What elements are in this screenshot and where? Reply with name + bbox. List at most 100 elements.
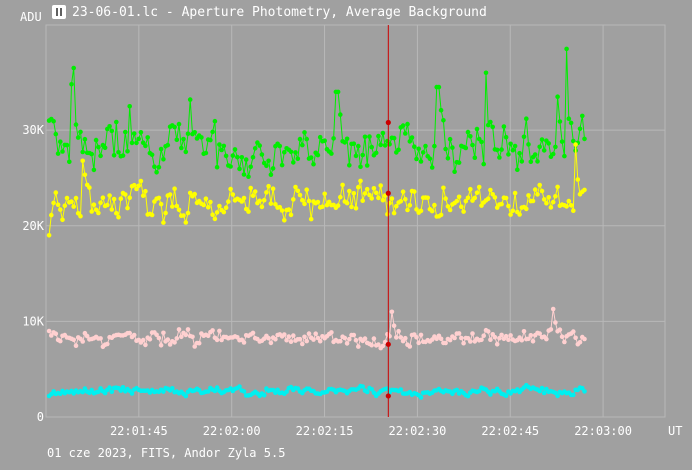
data-point <box>266 158 271 164</box>
data-point <box>479 337 484 343</box>
data-point <box>497 155 502 160</box>
time-cursor[interactable] <box>385 25 391 417</box>
data-point <box>239 155 245 160</box>
data-point <box>118 196 124 201</box>
data-point <box>226 199 231 204</box>
data-point <box>425 195 431 201</box>
data-point <box>403 196 408 202</box>
data-point <box>268 201 274 206</box>
series-1 <box>46 142 587 238</box>
data-point <box>499 332 504 338</box>
data-point <box>156 195 162 201</box>
data-point <box>412 189 417 194</box>
data-point <box>158 201 164 207</box>
data-point <box>432 143 437 149</box>
data-point <box>568 120 574 126</box>
data-point <box>172 186 177 191</box>
data-point <box>479 139 484 145</box>
data-point <box>102 145 108 151</box>
data-point <box>463 145 469 151</box>
data-point <box>389 196 395 201</box>
data-point <box>156 164 162 170</box>
data-point <box>566 116 572 121</box>
data-point <box>111 153 117 158</box>
data-point <box>553 194 558 199</box>
data-point <box>46 328 52 334</box>
data-point <box>302 201 307 207</box>
data-point <box>140 337 146 343</box>
y-tick-label: 30K <box>22 123 44 137</box>
data-point <box>131 332 137 338</box>
data-point <box>364 186 370 192</box>
data-point <box>100 195 106 200</box>
data-point <box>429 208 435 214</box>
data-point <box>582 187 587 193</box>
data-point <box>71 337 76 343</box>
data-point <box>127 330 132 336</box>
data-point <box>300 142 305 148</box>
data-point <box>228 186 233 192</box>
data-point <box>369 387 375 392</box>
data-point <box>488 119 493 125</box>
data-point <box>380 130 386 136</box>
data-point <box>414 156 419 162</box>
data-point <box>134 140 139 146</box>
data-point <box>398 387 404 392</box>
data-point <box>192 191 197 197</box>
data-point <box>503 393 509 399</box>
data-point <box>541 197 547 202</box>
data-point <box>528 159 534 165</box>
data-point <box>414 207 419 212</box>
data-point <box>503 333 509 339</box>
data-point <box>577 126 583 132</box>
data-point <box>170 386 175 391</box>
data-point <box>239 199 245 204</box>
data-point <box>286 334 292 339</box>
data-point <box>174 203 180 209</box>
data-point <box>512 143 518 149</box>
data-point <box>293 184 298 190</box>
cursor-marker <box>385 341 391 347</box>
data-point <box>358 178 363 184</box>
data-point <box>519 159 525 164</box>
data-point <box>308 216 314 222</box>
data-point <box>187 97 193 102</box>
data-point <box>483 70 489 76</box>
data-point <box>468 339 473 344</box>
data-point <box>470 331 475 336</box>
data-point <box>217 328 222 334</box>
data-point <box>192 130 197 135</box>
data-point <box>369 196 375 201</box>
data-point <box>407 344 413 349</box>
data-point <box>58 207 63 212</box>
data-point <box>154 170 159 175</box>
data-point <box>369 144 375 150</box>
data-point <box>582 336 587 342</box>
data-point <box>183 220 189 225</box>
data-point <box>508 212 513 217</box>
data-point <box>73 343 79 349</box>
data-point <box>140 140 146 145</box>
data-point <box>371 186 377 191</box>
grid-lines <box>46 25 665 418</box>
data-point <box>190 334 195 340</box>
data-point <box>300 341 305 347</box>
data-point <box>107 124 112 129</box>
data-point <box>78 213 83 219</box>
data-point <box>143 188 148 194</box>
data-point <box>358 164 363 170</box>
data-point <box>371 336 377 341</box>
data-point <box>84 333 90 339</box>
data-point <box>322 138 328 143</box>
data-point <box>463 198 469 204</box>
data-point <box>58 139 63 144</box>
data-point <box>123 129 128 135</box>
data-point <box>80 149 85 155</box>
data-point <box>391 323 397 329</box>
data-point <box>378 183 384 188</box>
data-point <box>349 204 354 210</box>
data-point <box>362 336 368 341</box>
data-point <box>550 151 556 157</box>
data-point <box>208 199 213 205</box>
